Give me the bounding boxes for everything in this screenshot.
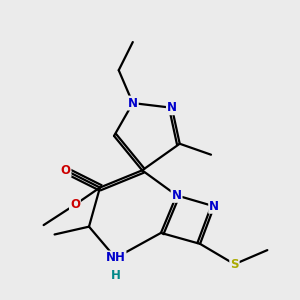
Text: H: H: [111, 268, 121, 282]
Text: N: N: [172, 189, 182, 202]
Text: O: O: [61, 164, 70, 177]
Text: N: N: [209, 200, 219, 213]
Text: S: S: [230, 258, 239, 271]
Text: NH: NH: [106, 251, 125, 264]
Text: O: O: [70, 198, 80, 211]
Text: N: N: [167, 101, 177, 114]
Text: N: N: [128, 97, 138, 110]
